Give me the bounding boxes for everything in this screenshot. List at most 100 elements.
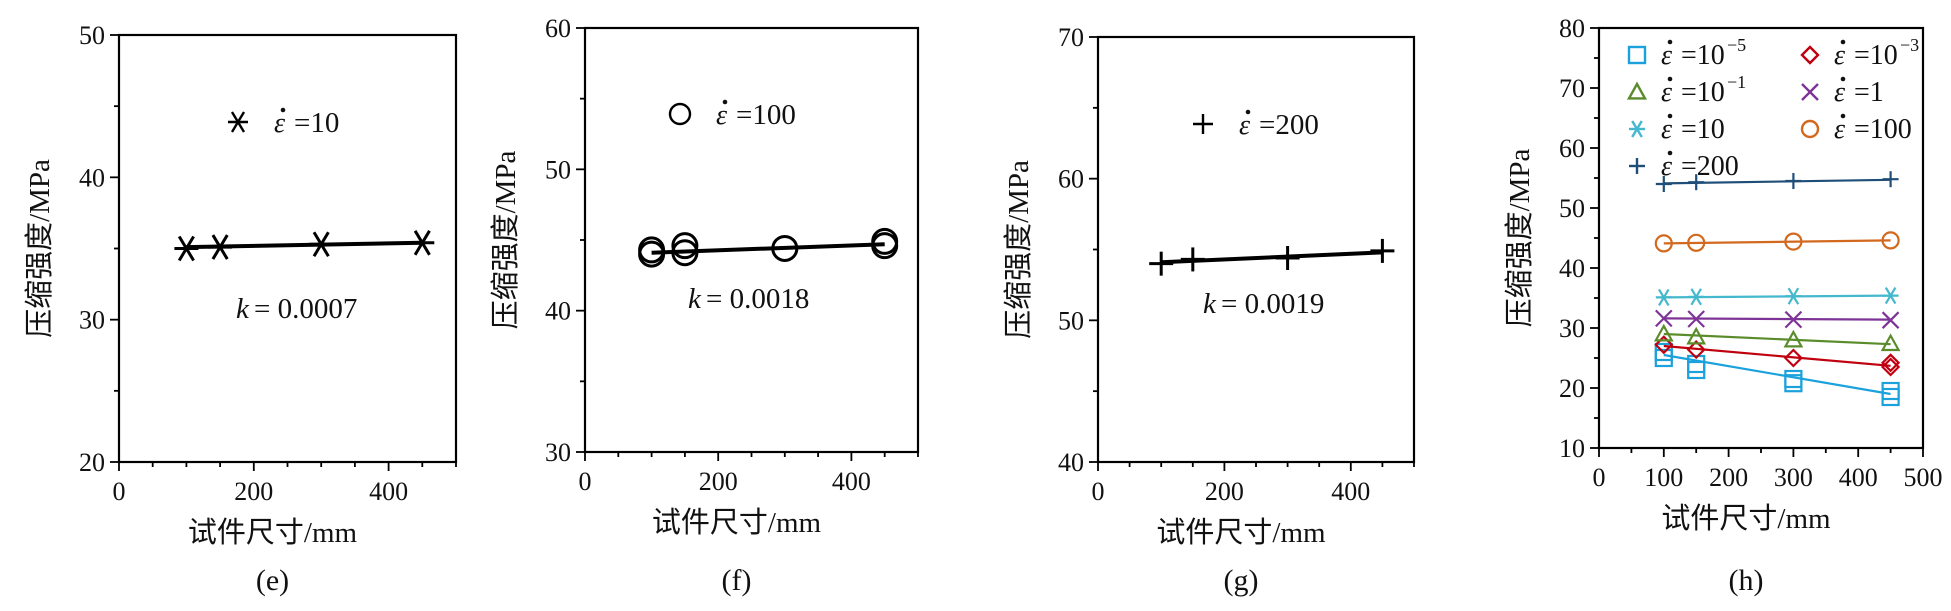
data-point-stroke2 (1881, 311, 1900, 329)
data-point-shape (771, 234, 799, 262)
legend-epsilon: ε (1239, 110, 1250, 141)
data-point (1370, 238, 1395, 263)
x-tick-label: 100 (1644, 463, 1683, 492)
legend-epsilon: ε (716, 100, 727, 131)
x-tick-label: 200 (1205, 477, 1244, 506)
legend-epsilon: ε (274, 108, 285, 139)
x-axis-label: 试件尺寸/mm (188, 516, 358, 549)
series-1 (1654, 335, 1901, 377)
slope-annotation: k = 0.0018 (688, 283, 809, 315)
y-axis-label: 压缩强度/MPa (1002, 160, 1035, 339)
legend-label: =200 (1681, 151, 1739, 182)
legend-marker-shape (1800, 45, 1820, 65)
legend-marker (1800, 119, 1820, 139)
data-point-shape (671, 239, 699, 267)
x-tick-label: 500 (1904, 463, 1943, 492)
slope-k-label: k (1203, 288, 1217, 320)
y-axis-label: 压缩强度/MPa (489, 150, 522, 329)
data-point (1654, 234, 1673, 253)
legend-marker (1801, 83, 1819, 101)
series-0 (1654, 342, 1900, 407)
data-point-stroke3 (1787, 287, 1800, 305)
data-point (771, 234, 799, 262)
legend-label: =10 (1854, 40, 1898, 71)
y-tick-label: 20 (1559, 374, 1585, 403)
panel-label: (h) (1729, 564, 1764, 597)
series-5 (1654, 231, 1900, 253)
legend-exponent: −1 (1727, 72, 1746, 92)
legend-label: =10 (1681, 77, 1725, 108)
data-point (1880, 333, 1901, 352)
data-point-shape (871, 227, 899, 255)
y-tick-label: 60 (1559, 134, 1585, 163)
legend-epsilon-dot (1667, 150, 1673, 156)
y-tick-label: 70 (1058, 23, 1084, 52)
legend-epsilon-dot (1840, 39, 1846, 45)
legend-marker-shape (1626, 81, 1648, 100)
x-tick-label: 0 (1092, 477, 1105, 506)
legend-marker-stroke3 (1631, 120, 1643, 138)
legend-marker-shape (668, 102, 692, 126)
legend-epsilon-dot (1840, 76, 1846, 82)
legend-label: =100 (736, 99, 796, 131)
data-point-shape (1687, 354, 1706, 374)
x-tick-label: 0 (1593, 463, 1606, 492)
data-point (1784, 232, 1803, 251)
y-tick-label: 10 (1559, 434, 1585, 463)
legend-marker (1626, 81, 1648, 100)
legend-label: =200 (1259, 109, 1319, 141)
data-point-stroke2 (1655, 309, 1673, 328)
legend: ε =10 (228, 107, 339, 139)
legend-epsilon-dot (1245, 109, 1251, 115)
legend-marker-stroke3 (230, 111, 246, 133)
chart-panel-2: 0 200 400 40 50 60 70 试件尺寸/mm 压缩强度/MPa (g) ε =200 k =… (1002, 23, 1416, 597)
data-point (1882, 287, 1899, 305)
data-point-shape (1654, 234, 1673, 253)
data-point-stroke3 (177, 235, 195, 262)
legend-entry: ε =10 −1 (1626, 72, 1746, 108)
legend-marker-shape (1627, 45, 1647, 65)
legend-entry: ε =100 (1800, 113, 1912, 145)
data-point (671, 232, 699, 260)
x-axis-label: 试件尺寸/mm (652, 506, 822, 539)
y-axis-label: 压缩强度/MPa (23, 159, 56, 338)
data-point (1784, 310, 1803, 329)
data-point-shape (1784, 369, 1803, 389)
x-tick-label: 200 (234, 477, 273, 506)
legend-epsilon-dot (1667, 76, 1673, 82)
chart-panel-0: 0 200 400 20 30 40 50 试件尺寸/mm 压缩强度/MPa (e) ε =10 k = … (23, 21, 458, 597)
data-point (1654, 342, 1673, 362)
legend-marker (1800, 45, 1820, 65)
y-axis-label: 压缩强度/MPa (1503, 148, 1536, 327)
data-point (1688, 288, 1705, 306)
data-point (1655, 176, 1672, 192)
y-tick-label: 20 (79, 448, 105, 477)
data-point (1687, 354, 1706, 374)
data-point (1655, 288, 1672, 306)
y-tick-label: 40 (79, 163, 105, 192)
legend: ε =200 (1193, 109, 1319, 141)
slope-k-label: k (688, 283, 702, 315)
y-tick-label: 80 (1559, 14, 1585, 43)
legend-label: =10 (1681, 40, 1725, 71)
fit-line (1663, 344, 1891, 367)
series-6 (1655, 171, 1899, 192)
y-tick-label: 70 (1559, 74, 1585, 103)
data-point-shape (638, 236, 666, 264)
legend-epsilon: ε (1661, 114, 1672, 145)
fit-line (1663, 353, 1891, 396)
series-3 (1655, 309, 1900, 329)
data-point-shape (1653, 323, 1674, 342)
legend-entry: ε =10 −3 (1800, 35, 1919, 71)
legend-epsilon-dot (1840, 113, 1846, 119)
x-axis-label: 试件尺寸/mm (1661, 502, 1831, 535)
series-2 (1653, 323, 1901, 352)
data-point-shape (1783, 329, 1804, 348)
x-axis-label: 试件尺寸/mm (1156, 516, 1326, 549)
legend-label: =10 (1681, 114, 1725, 145)
fit-line (1663, 317, 1891, 321)
data-point-shape (1783, 348, 1803, 368)
x-tick-label: 300 (1774, 463, 1813, 492)
data-point (1785, 287, 1802, 305)
